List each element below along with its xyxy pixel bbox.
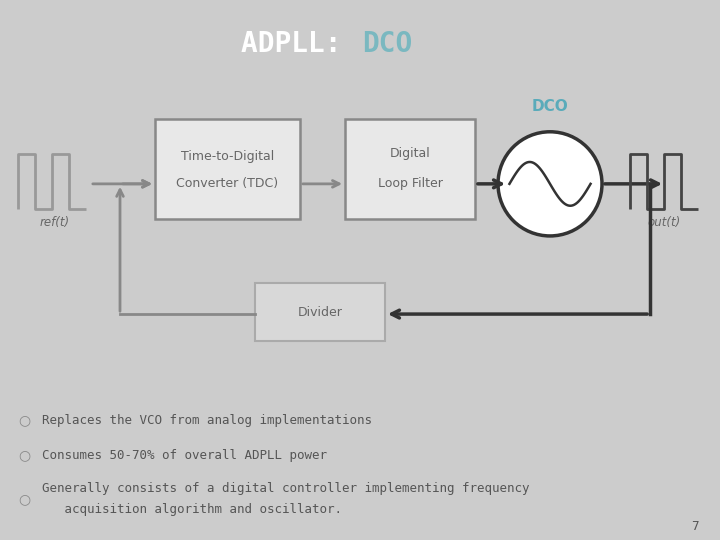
Text: Generally consists of a digital controller implementing frequency: Generally consists of a digital controll… [42, 482, 529, 496]
Text: 7: 7 [691, 519, 698, 532]
Text: Loop Filter: Loop Filter [377, 177, 442, 191]
FancyBboxPatch shape [155, 119, 300, 219]
FancyBboxPatch shape [255, 283, 385, 341]
Text: ○: ○ [18, 492, 30, 506]
Text: DCO: DCO [531, 99, 568, 114]
Text: DCO: DCO [362, 30, 413, 58]
Text: Divider: Divider [297, 306, 343, 319]
Text: Time-to-Digital: Time-to-Digital [181, 150, 274, 163]
Text: Replaces the VCO from analog implementations: Replaces the VCO from analog implementat… [42, 414, 372, 427]
Text: Converter (TDC): Converter (TDC) [176, 177, 279, 191]
Text: out(t): out(t) [647, 216, 680, 229]
Text: ADPLL:: ADPLL: [240, 30, 358, 58]
Text: ○: ○ [18, 414, 30, 428]
Text: acquisition algorithm and oscillator.: acquisition algorithm and oscillator. [42, 503, 342, 516]
FancyBboxPatch shape [345, 119, 475, 219]
Text: Digital: Digital [390, 147, 431, 160]
Text: Consumes 50-70% of overall ADPLL power: Consumes 50-70% of overall ADPLL power [42, 449, 327, 462]
Circle shape [498, 132, 602, 236]
Text: ○: ○ [18, 448, 30, 462]
Text: ref(t): ref(t) [40, 216, 70, 229]
